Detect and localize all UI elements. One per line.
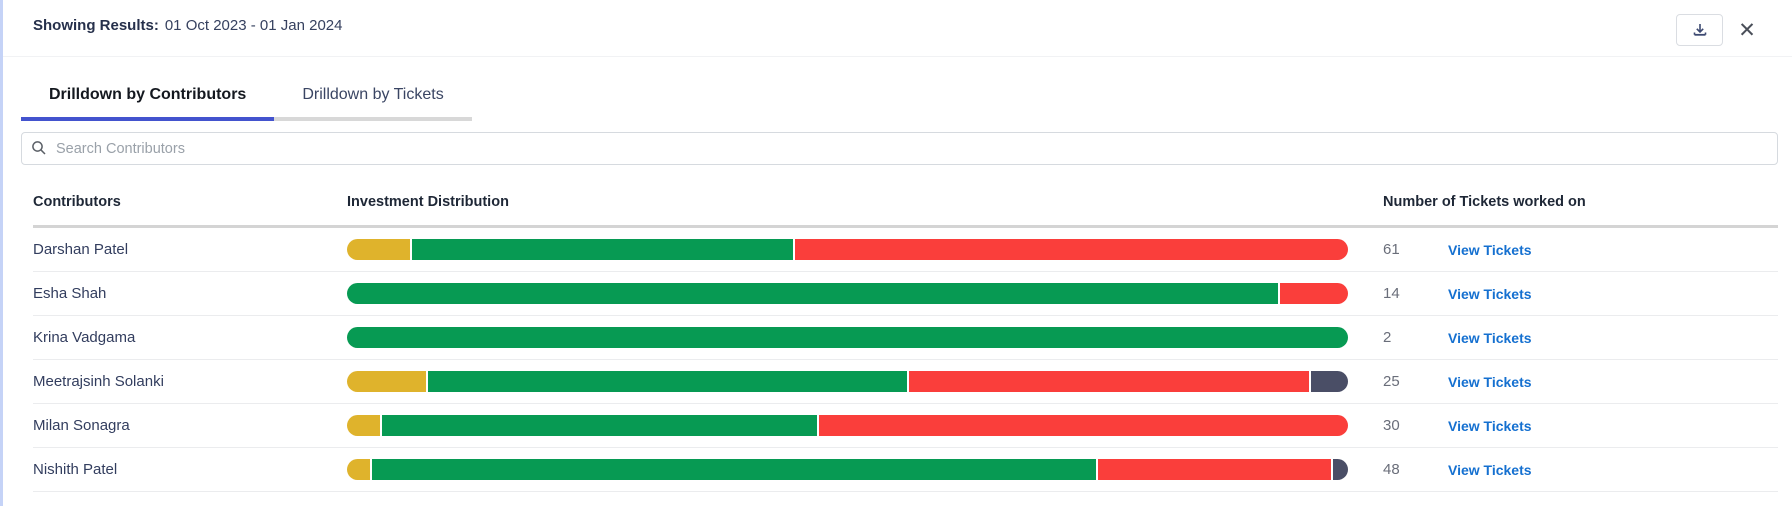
contributor-name: Esha Shah [33,285,107,302]
investment-distribution-bar [347,415,1348,436]
search-input[interactable] [21,132,1778,165]
contributor-name: Krina Vadgama [33,329,136,346]
segment-yellow [347,239,410,260]
column-header-tickets: Number of Tickets worked on [1383,194,1586,210]
tickets-count: 48 [1383,461,1400,478]
table-body: Darshan Patel 61 View Tickets Esha Shah … [3,228,1792,492]
table-row: Krina Vadgama 2 View Tickets [33,316,1778,360]
segment-red [794,239,1348,260]
table-header: Contributors Investment Distribution Num… [33,165,1778,228]
tab-drilldown-by-contributors[interactable]: Drilldown by Contributors [21,77,275,121]
tickets-count: 2 [1383,329,1392,346]
view-tickets-link[interactable]: View Tickets [1448,241,1532,258]
segment-slate [1311,371,1348,392]
segment-yellow [347,371,426,392]
contributor-name: Nishith Patel [33,461,118,478]
segment-green [347,327,1348,348]
date-range-value: 01 Oct 2023 - 01 Jan 2024 [164,17,343,34]
segment-yellow [347,415,380,436]
segment-red [1280,283,1348,304]
investment-distribution-bar [347,283,1348,304]
download-button[interactable] [1676,14,1723,46]
investment-distribution-bar [347,459,1348,480]
segment-green [427,371,908,392]
view-tickets-link[interactable]: View Tickets [1448,373,1532,390]
segment-green [381,415,817,436]
search-bar [21,132,1778,165]
table-row: Darshan Patel 61 View Tickets [33,228,1778,272]
table-row: Nishith Patel 48 View Tickets [33,448,1778,492]
investment-distribution-bar [347,371,1348,392]
segment-green [411,239,793,260]
column-header-contributors: Contributors [33,194,121,210]
search-icon [32,141,46,155]
showing-results-label: Showing Results: [33,17,159,34]
contributor-name: Meetrajsinh Solanki [33,373,164,390]
table-row: Milan Sonagra 30 View Tickets [33,404,1778,448]
tickets-count: 30 [1383,417,1400,434]
investment-distribution-bar [347,327,1348,348]
close-button[interactable]: ✕ [1732,15,1762,45]
tickets-count: 14 [1383,285,1400,302]
segment-yellow [347,459,370,480]
panel-header: Showing Results: 01 Oct 2023 - 01 Jan 202… [3,0,1792,57]
view-tickets-link[interactable]: View Tickets [1448,285,1532,302]
download-icon [1693,24,1706,36]
table-row: Meetrajsinh Solanki 25 View Tickets [33,360,1778,404]
investment-distribution-bar [347,239,1348,260]
segment-red [909,371,1310,392]
segment-slate [1333,459,1348,480]
close-icon: ✕ [1738,18,1756,42]
contributor-name: Milan Sonagra [33,417,130,434]
table-row: Esha Shah 14 View Tickets [33,272,1778,316]
tab-drilldown-by-tickets[interactable]: Drilldown by Tickets [274,77,472,121]
view-tickets-link[interactable]: View Tickets [1448,417,1532,434]
segment-green [371,459,1097,480]
column-header-investment-distribution: Investment Distribution [347,194,509,210]
view-tickets-link[interactable]: View Tickets [1448,461,1532,478]
segment-red [818,415,1348,436]
view-tickets-link[interactable]: View Tickets [1448,329,1532,346]
contributor-name: Darshan Patel [33,241,129,258]
segment-red [1098,459,1332,480]
tickets-count: 25 [1383,373,1400,390]
showing-results-text: Showing Results: 01 Oct 2023 - 01 Jan 202… [33,17,342,34]
segment-green [347,283,1279,304]
tab-bar: Drilldown by Contributors Drilldown by T… [21,77,1792,121]
tickets-count: 61 [1383,241,1400,258]
